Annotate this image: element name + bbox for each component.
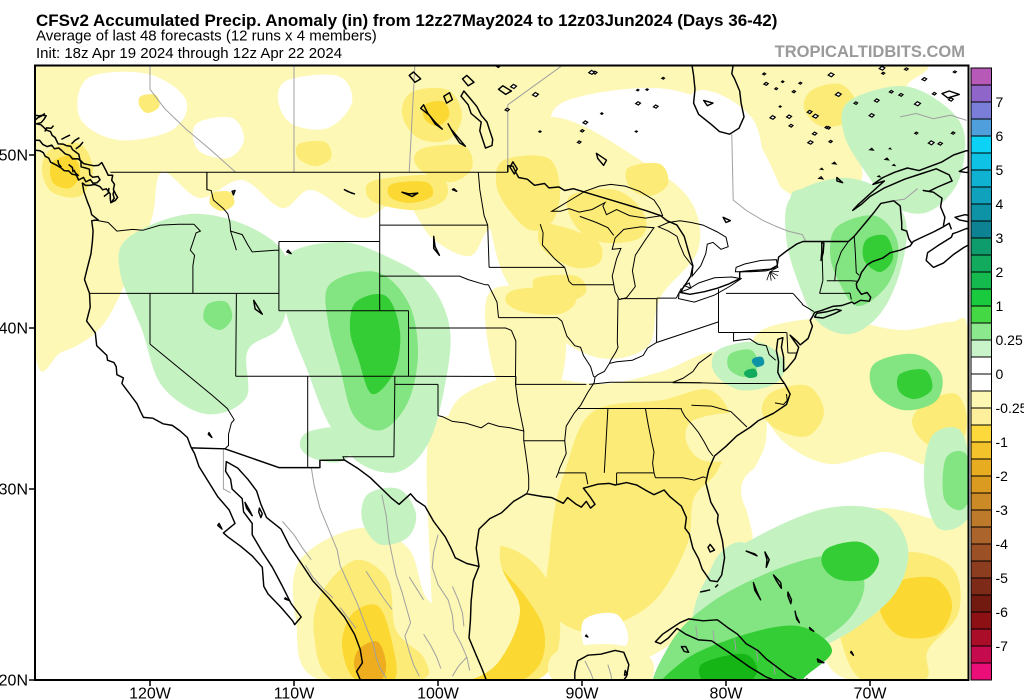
svg-text:100W: 100W xyxy=(417,686,460,700)
svg-text:80W: 80W xyxy=(710,686,744,700)
svg-text:TROPICALTIDBITS.COM: TROPICALTIDBITS.COM xyxy=(775,43,965,61)
svg-text:70W: 70W xyxy=(854,686,888,700)
svg-text:1: 1 xyxy=(996,298,1004,314)
svg-text:40N: 40N xyxy=(0,321,28,338)
svg-text:110W: 110W xyxy=(274,686,316,700)
svg-text:120W: 120W xyxy=(129,686,172,700)
svg-text:-2: -2 xyxy=(996,468,1009,484)
svg-text:4: 4 xyxy=(996,196,1004,212)
svg-text:-4: -4 xyxy=(996,536,1009,552)
svg-text:-1: -1 xyxy=(996,434,1009,450)
svg-text:90W: 90W xyxy=(566,686,600,700)
svg-text:-6: -6 xyxy=(996,604,1009,620)
svg-text:2: 2 xyxy=(996,264,1004,280)
svg-text:Average of last 48 forecasts (: Average of last 48 forecasts (12 runs x … xyxy=(36,28,377,45)
svg-text:0: 0 xyxy=(996,366,1004,382)
svg-text:3: 3 xyxy=(996,230,1004,246)
svg-text:CFSv2 Accumulated Precip. Anom: CFSv2 Accumulated Precip. Anomaly (in) f… xyxy=(36,11,777,30)
svg-text:0.25: 0.25 xyxy=(996,332,1023,348)
svg-text:5: 5 xyxy=(996,162,1004,178)
svg-text:30N: 30N xyxy=(0,482,28,499)
svg-text:7: 7 xyxy=(996,94,1004,110)
svg-text:-3: -3 xyxy=(996,502,1009,518)
svg-text:Init: 18z Apr 19 2024 through: Init: 18z Apr 19 2024 through 12z Apr 22… xyxy=(36,45,342,62)
svg-text:-0.25: -0.25 xyxy=(996,400,1024,416)
svg-text:50N: 50N xyxy=(0,148,28,165)
svg-text:6: 6 xyxy=(996,128,1004,144)
svg-text:-5: -5 xyxy=(996,570,1009,586)
svg-text:20N: 20N xyxy=(0,673,28,690)
svg-text:-7: -7 xyxy=(996,638,1009,654)
